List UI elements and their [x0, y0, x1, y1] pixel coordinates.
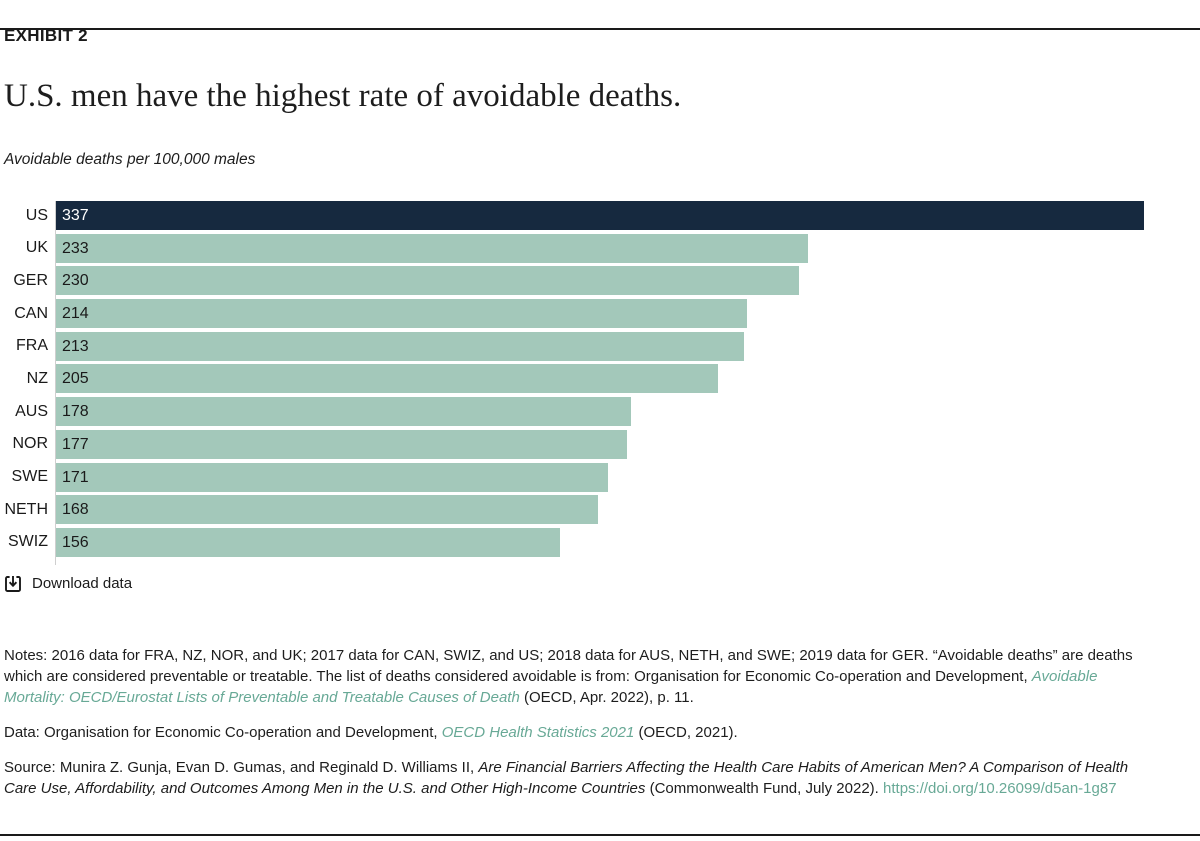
bar-value-ger: 230	[62, 272, 89, 290]
bar-can: 214	[56, 299, 747, 329]
bar-ger: 230	[56, 266, 799, 296]
chart-subtitle: Avoidable deaths per 100,000 males	[4, 151, 256, 168]
bar-track: 168	[56, 495, 1144, 525]
data-text-suffix: (OECD, 2021).	[634, 723, 738, 741]
bar-chart: US 337 UK 233 GER 230 CAN 214 FRA 213 NZ 205 AUS 178 N…	[4, 201, 1144, 565]
bottom-rule	[0, 834, 1200, 836]
source-doi-link[interactable]: https://doi.org/10.26099/d5an-1g87	[883, 779, 1117, 797]
chart-row-uk: UK 233	[4, 233, 1144, 263]
exhibit-label: EXHIBIT 2	[4, 26, 88, 45]
notes-link[interactable]: Avoidable Mortality: OECD/Eurostat Lists…	[4, 667, 1098, 706]
category-label-us: US	[25, 206, 48, 224]
bar-track: 156	[56, 527, 1144, 557]
bar-value-uk: 233	[62, 239, 89, 257]
bar-value-nz: 205	[62, 370, 89, 388]
bar-track: 213	[56, 331, 1144, 361]
chart-title: U.S. men have the highest rate of avoida…	[4, 78, 682, 114]
notes-text: Notes: 2016 data for FRA, NZ, NOR, and U…	[4, 646, 1133, 685]
data-text: Data: Organisation for Economic Co-opera…	[4, 723, 442, 741]
chart-row-swe: SWE 171	[4, 462, 1144, 492]
chart-row-us: US 337	[4, 201, 1144, 230]
data-link[interactable]: OECD Health Statistics 2021	[441, 723, 635, 741]
category-label-neth: NETH	[4, 500, 48, 518]
download-icon	[4, 575, 22, 593]
bar-aus: 178	[56, 397, 631, 427]
chart-row-fra: FRA 213	[4, 331, 1144, 361]
bar-nor: 177	[56, 429, 628, 459]
source-text: Source: Munira Z. Gunja, Evan D. Gumas, …	[4, 758, 479, 776]
category-label-fra: FRA	[16, 337, 48, 355]
chart-row-swiz: SWIZ 156	[4, 527, 1144, 557]
bar-value-aus: 178	[62, 403, 89, 421]
download-label: Download data	[32, 575, 133, 593]
category-label-swe: SWE	[11, 468, 48, 485]
bar-value-nor: 177	[62, 435, 89, 453]
source-text-mid: (Commonwealth Fund, July 2022).	[645, 779, 884, 797]
bar-swe: 171	[56, 462, 609, 492]
bar-neth: 168	[56, 495, 599, 525]
category-label-ger: GER	[13, 271, 48, 289]
bar-value-neth: 168	[62, 501, 89, 519]
chart-row-aus: AUS 178	[4, 397, 1144, 427]
category-label-uk: UK	[25, 239, 48, 257]
chart-row-nz: NZ 205	[4, 364, 1144, 394]
bar-track: 214	[56, 299, 1144, 329]
category-label-aus: AUS	[15, 402, 48, 420]
bar-value-swiz: 156	[62, 533, 89, 551]
bar-swiz: 156	[56, 527, 560, 557]
notes-paragraph: Notes: 2016 data for FRA, NZ, NOR, and U…	[4, 645, 1144, 708]
y-axis-line	[55, 201, 56, 565]
top-rule	[0, 28, 1200, 30]
bar-value-fra: 213	[62, 337, 89, 355]
source-paragraph: Source: Munira Z. Gunja, Evan D. Gumas, …	[4, 757, 1144, 799]
category-label-nor: NOR	[12, 435, 48, 453]
bar-uk: 233	[56, 233, 809, 263]
bar-nz: 205	[56, 364, 718, 394]
bar-track: 171	[56, 462, 1144, 492]
category-label-swiz: SWIZ	[8, 533, 48, 551]
bar-value-swe: 171	[62, 468, 89, 486]
chart-row-ger: GER 230	[4, 266, 1144, 296]
bar-us: 337	[56, 201, 1144, 230]
source-title-italic: Are Financial Barriers Affecting the Hea…	[4, 758, 1129, 797]
bar-track: 205	[56, 364, 1144, 394]
page: EXHIBIT 2 U.S. men have the highest rate…	[0, 26, 1200, 799]
bar-track: 337	[56, 201, 1144, 230]
chart-row-can: CAN 214	[4, 299, 1144, 329]
download-data-button[interactable]: Download data	[4, 575, 132, 593]
bar-value-can: 214	[62, 305, 89, 323]
bar-track: 177	[56, 429, 1144, 459]
chart-rows: US 337 UK 233 GER 230 CAN 214 FRA 213 NZ 205 AUS 178 N…	[4, 201, 1144, 557]
bar-value-us: 337	[62, 207, 89, 224]
category-label-nz: NZ	[26, 369, 48, 387]
data-paragraph: Data: Organisation for Economic Co-opera…	[4, 722, 1144, 743]
chart-row-nor: NOR 177	[4, 429, 1144, 459]
bar-fra: 213	[56, 331, 744, 361]
bar-track: 178	[56, 397, 1144, 427]
category-label-can: CAN	[14, 304, 48, 322]
notes-text-suffix: (OECD, Apr. 2022), p. 11.	[519, 688, 694, 706]
chart-row-neth: NETH 168	[4, 495, 1144, 525]
bar-track: 233	[56, 233, 1144, 263]
bar-track: 230	[56, 266, 1144, 296]
